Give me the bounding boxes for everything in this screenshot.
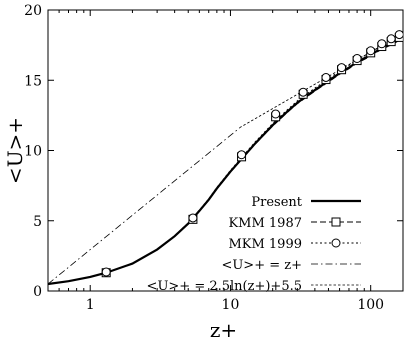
data-point-circle bbox=[352, 53, 362, 63]
series-line bbox=[48, 127, 240, 285]
legend-marker-circle bbox=[331, 238, 341, 248]
data-point-circle bbox=[394, 30, 403, 40]
data-point-circle bbox=[188, 213, 198, 223]
y-tick-label: 15 bbox=[24, 73, 42, 89]
plot-frame bbox=[47, 9, 404, 292]
legend: Present KMM 1987 MKM 1999 <U>+ = z+ <U>+ = 2… bbox=[147, 195, 361, 294]
y-tick-label: 20 bbox=[24, 3, 42, 19]
y-tick-label: 0 bbox=[33, 284, 42, 300]
data-point-circle bbox=[377, 39, 387, 49]
x-tick-label: 100 bbox=[357, 297, 384, 313]
series-line bbox=[48, 38, 402, 285]
axis-ticks: 1 10 100 0 5 10 15 20 bbox=[24, 3, 403, 313]
data-point-circle bbox=[386, 34, 396, 44]
legend-label: Present bbox=[251, 195, 302, 210]
marker-layer bbox=[101, 30, 403, 278]
y-tick-label: 5 bbox=[33, 214, 42, 230]
series-line bbox=[48, 35, 402, 285]
x-tick-label: 10 bbox=[222, 297, 240, 313]
data-point-circle bbox=[101, 267, 111, 277]
axis-titles: z+ <U>+ bbox=[3, 117, 237, 342]
x-axis-title: z+ bbox=[210, 318, 237, 342]
series-line bbox=[48, 37, 402, 286]
series-layer bbox=[48, 32, 403, 286]
data-point-circle bbox=[321, 72, 331, 82]
legend-label: <U>+ = z+ bbox=[221, 258, 302, 273]
legend-label: <U>+ = 2.5ln(z+)+5.5 bbox=[147, 279, 302, 294]
data-point-circle bbox=[337, 63, 347, 73]
legend-marker-square bbox=[331, 217, 341, 227]
y-tick-label: 10 bbox=[24, 144, 42, 160]
x-tick-label: 1 bbox=[86, 297, 95, 313]
data-point-circle bbox=[366, 46, 376, 56]
legend-label: MKM 1999 bbox=[228, 237, 302, 252]
data-point-circle bbox=[298, 87, 308, 97]
data-point-circle bbox=[237, 150, 247, 160]
legend-label: KMM 1987 bbox=[228, 216, 302, 231]
y-axis-title: <U>+ bbox=[3, 117, 27, 184]
data-point-circle bbox=[271, 109, 281, 119]
